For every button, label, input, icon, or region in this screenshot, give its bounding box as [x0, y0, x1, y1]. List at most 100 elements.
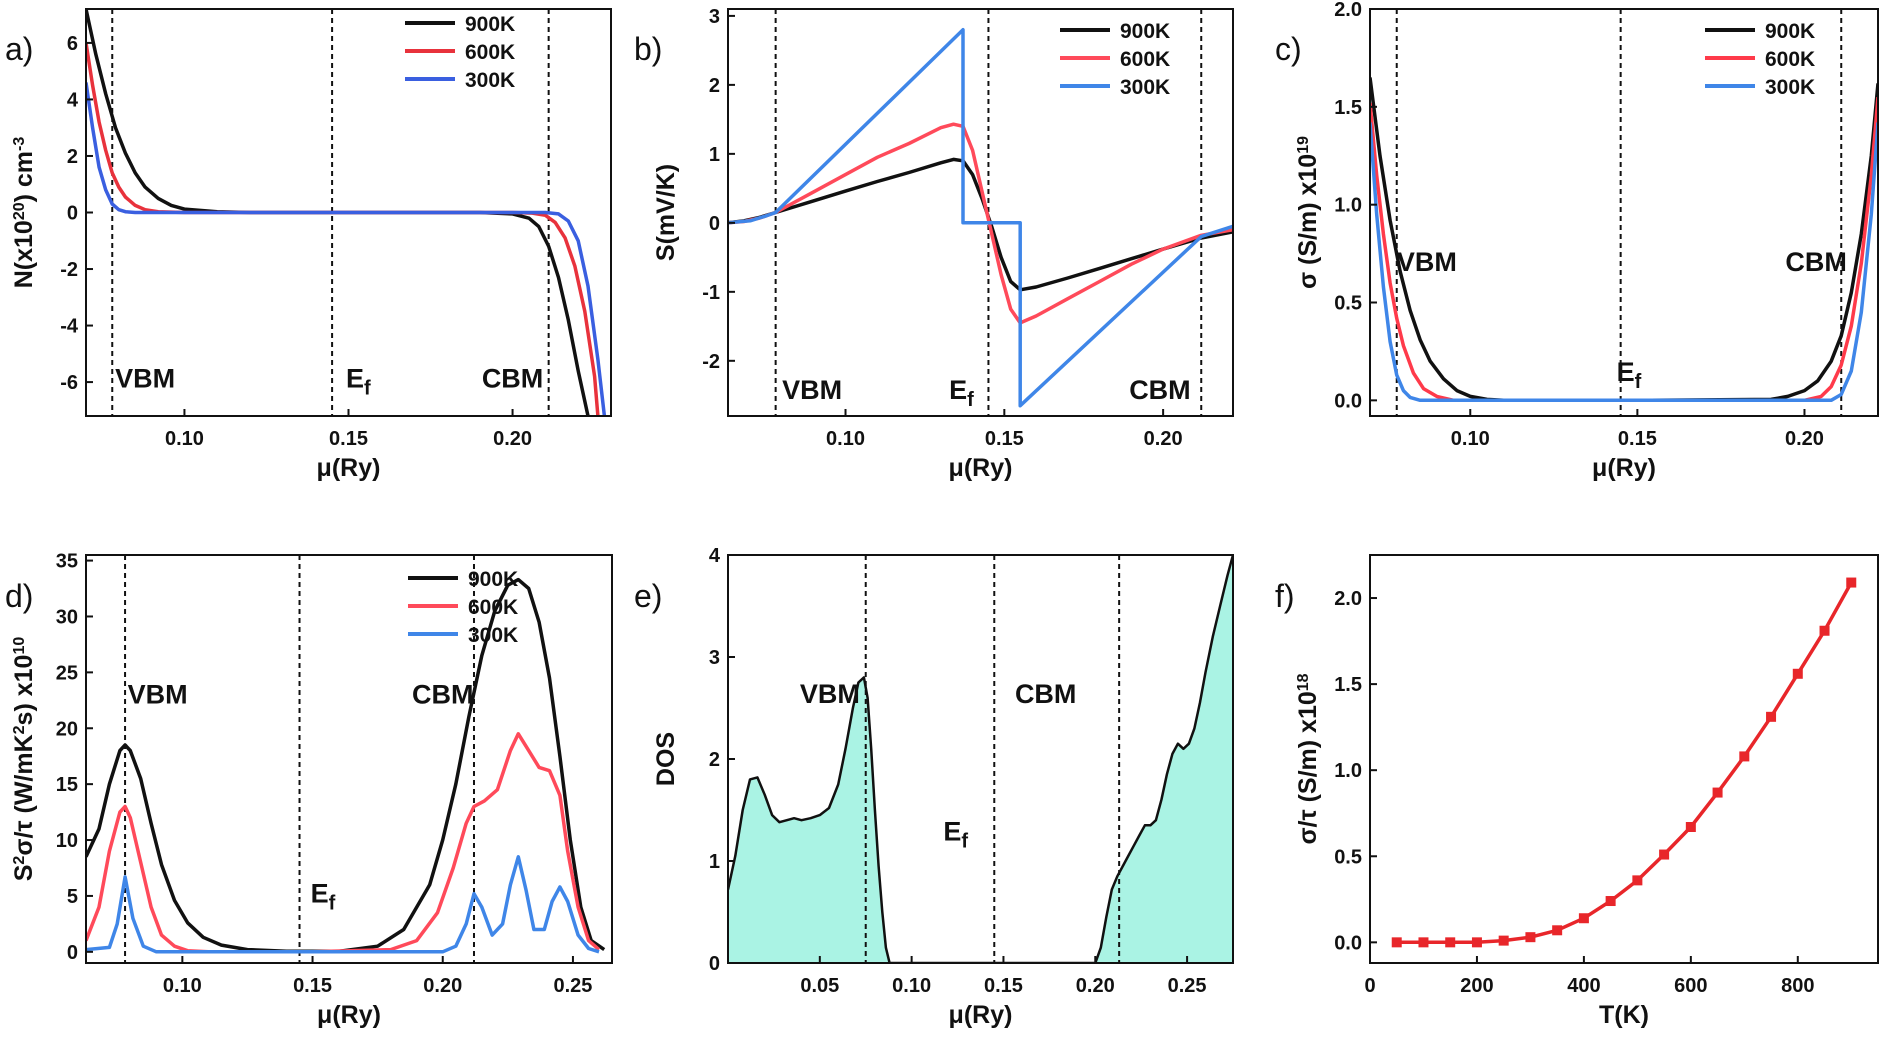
y-axis-label: S2σ/τ (W/mK2s) x1010 [10, 637, 38, 882]
y-tick-label: 2.0 [1334, 0, 1362, 21]
x-axis-label: μ(Ry) [949, 1001, 1013, 1029]
y-tick-label: 4 [67, 89, 79, 111]
y-tick-label: 0 [709, 213, 720, 235]
x-tick-label: 400 [1567, 975, 1600, 997]
annotation-ef: Ef [346, 364, 371, 400]
y-tick-label: 5 [67, 886, 78, 908]
x-tick-label: 0.15 [1618, 428, 1657, 450]
y-tick-label: -2 [60, 259, 78, 281]
legend-entry: 600K [1120, 48, 1170, 71]
y-tick-label: 1.0 [1334, 760, 1362, 782]
y-tick-label: 0 [67, 942, 78, 964]
data-point [1819, 625, 1830, 636]
data-point [1391, 937, 1402, 948]
x-tick-label: 0.15 [984, 975, 1023, 997]
panel-d: 0.10 0.15 0.20 0.25 0 5 10 15 20 25 30 35 μ(Ry) S2σ/τ… [5, 551, 613, 1029]
data-point [1498, 935, 1509, 946]
series-300k-line [86, 82, 607, 416]
plot-area [86, 555, 606, 963]
panel-c: 0.10 0.15 0.20 0.0 0.5 1.0 1.5 2.0 μ(Ry) σ (S/m) … [1275, 0, 1879, 482]
y-axis-label: N(x1020) cm-3 [10, 137, 38, 289]
annotation-vbm: VBM [128, 680, 188, 710]
annotation-cbm: CBM [482, 364, 544, 394]
annotation-vbm: VBM [1397, 247, 1457, 277]
data-point [1445, 937, 1456, 948]
plot-area [728, 9, 1233, 416]
panel-e: 0.05 0.10 0.15 0.20 0.25 0 1 2 3 4 μ(Ry) DOS VBM Ef CB… [634, 545, 1234, 1029]
annotation-vbm: VBM [782, 375, 842, 405]
x-tick-label: 0.05 [800, 975, 839, 997]
legend: 900K 600K 300K [405, 13, 515, 92]
x-tick-label: 0.10 [163, 975, 202, 997]
legend-entry: 900K [1120, 20, 1170, 43]
data-point [1632, 875, 1643, 886]
dos-fill [728, 555, 1233, 963]
legend-entry: 300K [1120, 76, 1170, 99]
y-tick-label: 2.0 [1334, 588, 1362, 610]
y-tick-label: -4 [60, 316, 79, 338]
y-tick-label: 0.0 [1334, 390, 1362, 412]
panel-label: b) [634, 31, 662, 67]
x-tick-label: 0.20 [1785, 428, 1824, 450]
data-point [1418, 937, 1429, 948]
x-tick-label: 0.25 [1168, 975, 1207, 997]
annotation-ef: Ef [1617, 357, 1642, 393]
y-tick-label: 20 [56, 718, 78, 740]
annotation-cbm: CBM [412, 680, 474, 710]
annotation-ef: Ef [943, 817, 968, 853]
plot-frame [727, 8, 1234, 417]
series-300k-line [728, 27, 1233, 408]
series-300k-line [1370, 122, 1878, 403]
data-point [1578, 913, 1589, 924]
series-300k-line [86, 855, 600, 954]
series-900k-line [1370, 77, 1878, 403]
x-tick-label: 0.10 [892, 975, 931, 997]
y-tick-label: 10 [56, 830, 78, 852]
plot-area [1391, 577, 1857, 948]
y-tick-label: 0.5 [1334, 293, 1362, 315]
panel-label: a) [5, 31, 33, 67]
legend-entry: 600K [1765, 48, 1815, 71]
y-tick-label: 6 [67, 33, 78, 55]
panel-label: d) [5, 578, 33, 614]
data-point [1685, 822, 1696, 832]
panel-b: 0.10 0.15 0.20 -2 -1 0 1 2 3 μ(Ry) S(mV/K) VBM Ef CBM… [634, 6, 1234, 482]
annotation-cbm: CBM [1129, 375, 1191, 405]
annotation-vbm: VBM [115, 364, 175, 394]
y-tick-label: 1.5 [1334, 674, 1362, 696]
series-900k-line [728, 157, 1233, 292]
annotation-cbm: CBM [1785, 247, 1847, 277]
x-tick-label: 0 [1364, 975, 1375, 997]
annotation-ef: Ef [311, 879, 336, 915]
annotation-vbm: VBM [800, 679, 860, 709]
x-axis-label: μ(Ry) [317, 1001, 381, 1029]
data-point [1846, 577, 1857, 588]
y-tick-label: 2 [67, 146, 78, 168]
x-tick-label: 0.15 [329, 428, 368, 450]
legend-entry: 300K [465, 69, 515, 92]
y-axis-label: S(mV/K) [652, 164, 680, 261]
y-tick-label: 4 [709, 545, 721, 567]
y-tick-label: 3 [709, 647, 720, 669]
y-tick-label: 3 [709, 6, 720, 28]
panel-a: 0.10 0.15 0.20 -6 -4 -2 0 2 4 6 μ(Ry) N(x1020) cm-3… [5, 8, 612, 482]
x-tick-label: 0.10 [826, 428, 865, 450]
legend: 900K 600K 300K [1060, 20, 1170, 99]
x-tick-label: 0.10 [1451, 428, 1490, 450]
x-tick-label: 0.20 [1076, 975, 1115, 997]
legend: 900K 600K 300K [408, 568, 518, 647]
y-tick-label: 1 [709, 144, 720, 166]
panel-label: e) [634, 578, 662, 614]
panel-label: f) [1275, 578, 1295, 614]
y-tick-label: 1.0 [1334, 195, 1362, 217]
data-point [1792, 668, 1803, 679]
legend-entry: 300K [468, 624, 518, 647]
y-axis-label: σ (S/m) x1019 [1294, 136, 1322, 289]
x-tick-label: 200 [1460, 975, 1493, 997]
x-tick-label: 0.20 [423, 975, 462, 997]
y-tick-label: 0 [709, 953, 720, 975]
plot-area [1370, 9, 1878, 416]
x-axis-label: μ(Ry) [949, 454, 1013, 482]
y-tick-label: 35 [56, 551, 78, 573]
